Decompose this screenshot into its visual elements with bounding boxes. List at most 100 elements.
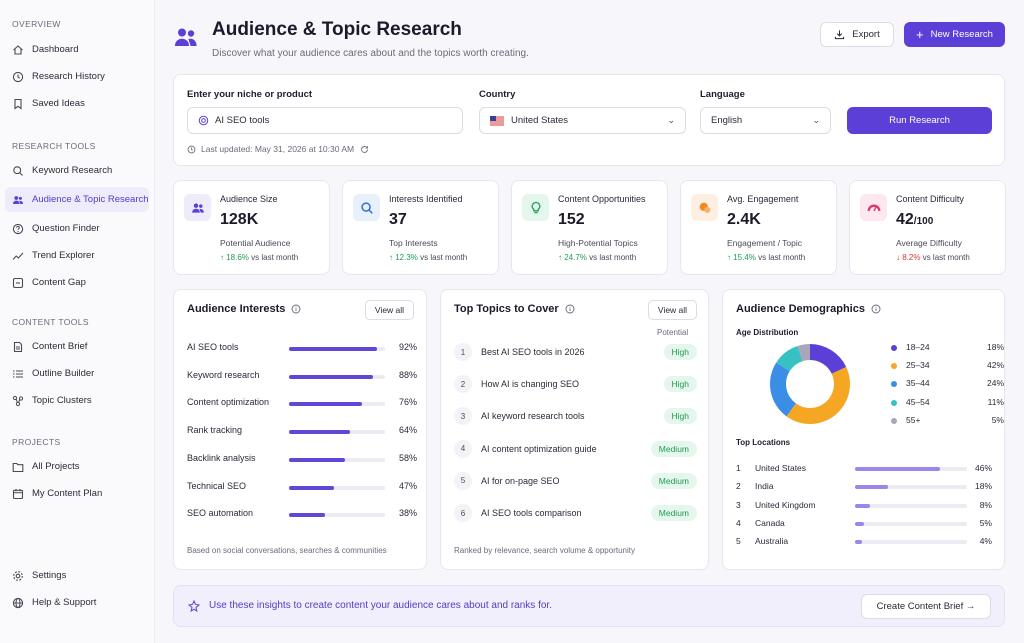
info-icon[interactable] <box>291 304 301 314</box>
topic-row[interactable]: 3 AI keyword research tools High <box>454 406 697 426</box>
view-all-button[interactable]: View all <box>648 300 697 320</box>
interest-bar-fill <box>289 402 362 407</box>
topic-name: Best AI SEO tools in 2026 <box>481 347 585 357</box>
sidebar-item-topic-clusters[interactable]: Topic Clusters <box>5 388 149 413</box>
location-percent: 8% <box>979 499 992 510</box>
panel-footnote: Ranked by relevance, search volume & opp… <box>454 546 635 555</box>
location-bar <box>855 540 967 545</box>
refresh-icon[interactable] <box>360 145 369 154</box>
sidebar-item-keyword-research[interactable]: Keyword Research <box>5 158 149 183</box>
sidebar-item-content-gap[interactable]: Content Gap <box>5 270 149 295</box>
interest-row: Content optimization 76% <box>187 397 417 411</box>
niche-label: Enter your niche or product <box>187 89 313 100</box>
audience-interests-panel: Audience Interests View all AI SEO tools… <box>173 289 427 570</box>
interest-name: Content optimization <box>187 397 270 408</box>
sidebar-item-label: Dashboard <box>32 44 79 55</box>
stat-subtitle: Top Interests <box>389 238 438 248</box>
run-research-button[interactable]: Run Research <box>847 107 992 134</box>
location-rank: 3 <box>736 499 741 510</box>
sidebar-item-research-history[interactable]: Research History <box>5 64 149 89</box>
page-title: Audience & Topic Research <box>212 19 462 40</box>
users-icon <box>175 28 197 46</box>
country-select[interactable]: United States ⌄ <box>479 107 686 134</box>
clock-icon <box>12 71 24 82</box>
sidebar-item-trend-explorer[interactable]: Trend Explorer <box>5 243 149 268</box>
topic-row[interactable]: 1 Best AI SEO tools in 2026 High <box>454 342 697 362</box>
topic-row[interactable]: 5 AI for on-page SEO Medium <box>454 471 697 491</box>
stat-card-opportunities: Content Opportunities 152 High-Potential… <box>511 180 668 275</box>
panel-title: Audience Interests <box>187 303 301 315</box>
sidebar-item-dashboard[interactable]: Dashboard <box>5 37 149 62</box>
interest-bar-fill <box>289 457 345 462</box>
topic-row[interactable]: 4 AI content optimization guide Medium <box>454 439 697 459</box>
language-select[interactable]: English ⌄ <box>700 107 831 134</box>
sidebar-item-help-support[interactable]: Help & Support <box>5 590 149 615</box>
legend-item: 55+ 5% <box>891 415 1004 427</box>
chat-icon <box>691 194 718 221</box>
country-label: Country <box>479 89 516 100</box>
create-content-brief-button[interactable]: Create Content Brief → <box>861 594 991 619</box>
search-icon <box>353 194 380 221</box>
sidebar-item-content-brief[interactable]: Content Brief <box>5 334 149 359</box>
interest-percent: 58% <box>398 452 417 463</box>
research-form: Enter your niche or product AI SEO tools… <box>173 74 1005 166</box>
interest-row: Backlink analysis 58% <box>187 453 417 467</box>
page-subtitle: Discover what your audience cares about … <box>212 48 529 59</box>
calendar-icon <box>12 488 24 499</box>
stat-card-engagement: Avg. Engagement 2.4K Engagement / Topic … <box>680 180 837 275</box>
sidebar-item-settings[interactable]: Settings <box>5 563 149 588</box>
sidebar-item-question-finder[interactable]: Question Finder <box>5 216 149 241</box>
sidebar-item-audience-topic-research[interactable]: Audience & Topic Research <box>5 187 149 212</box>
niche-input[interactable]: AI SEO tools <box>187 107 463 134</box>
interest-bar-fill <box>289 485 335 490</box>
niche-value: AI SEO tools <box>215 115 270 126</box>
donut-slice-2 <box>770 362 796 417</box>
donut-slice-4 <box>797 344 810 362</box>
stat-title: Content Opportunities <box>558 194 646 204</box>
interest-bar-fill <box>289 513 326 518</box>
info-icon[interactable] <box>871 304 881 314</box>
location-percent: 5% <box>979 517 992 528</box>
sidebar-item-outline-builder[interactable]: Outline Builder <box>5 361 149 386</box>
sidebar-item-all-projects[interactable]: All Projects <box>5 454 149 479</box>
stat-delta: ↓ 8.2% vs last month <box>896 253 970 262</box>
location-bar <box>855 503 967 508</box>
stat-value: 2.4K <box>727 211 761 228</box>
location-row: 4 Canada 5% <box>736 518 992 530</box>
sidebar-item-label: Help & Support <box>32 597 97 608</box>
interest-percent: 92% <box>398 342 417 352</box>
new-research-button[interactable]: + New Research <box>904 22 1005 47</box>
location-bar-fill <box>855 467 941 471</box>
interest-bar <box>289 430 385 435</box>
view-all-button[interactable]: View all <box>365 300 414 320</box>
panel-title: Audience Demographics <box>736 303 881 315</box>
topic-row[interactable]: 6 AI SEO tools comparison Medium <box>454 503 697 523</box>
info-icon[interactable] <box>565 304 575 314</box>
interest-name: SEO automation <box>187 508 254 519</box>
topic-row[interactable]: 2 How AI is changing SEO High <box>454 374 697 394</box>
stat-value: 128K <box>220 211 259 228</box>
stat-subtitle: High-Potential Topics <box>558 238 638 248</box>
export-button[interactable]: Export <box>820 22 894 47</box>
age-donut-chart <box>770 344 850 424</box>
potential-badge: High <box>663 408 697 425</box>
location-bar <box>855 521 967 526</box>
potential-badge: Medium <box>650 472 697 489</box>
insights-banner: Use these insights to create content you… <box>173 585 1005 627</box>
top-topics-panel: Top Topics to Cover View all Potential 1… <box>440 289 709 570</box>
potential-badge: High <box>663 344 697 360</box>
sidebar-item-my-content-plan[interactable]: My Content Plan <box>5 481 149 506</box>
age-distribution-title: Age Distribution <box>736 328 799 337</box>
legend-percent: 11% <box>987 396 1004 407</box>
sidebar-item-saved-ideas[interactable]: Saved Ideas <box>5 91 149 116</box>
last-updated-text: Last updated: May 31, 2026 at 10:30 AM <box>201 144 355 154</box>
sidebar-item-label: Content Brief <box>32 341 88 352</box>
banner-text: Use these insights to create content you… <box>209 600 552 611</box>
location-row: 1 United States 46% <box>736 463 992 475</box>
cluster-icon <box>12 395 24 406</box>
legend-percent: 24% <box>986 378 1004 389</box>
stat-card-audience-size: Audience Size 128K Potential Audience ↑ … <box>173 180 330 275</box>
interest-bar <box>289 402 385 407</box>
legend-item: 18–24 18% <box>891 342 1004 354</box>
panel-footnote: Based on social conversations, searches … <box>187 546 387 555</box>
